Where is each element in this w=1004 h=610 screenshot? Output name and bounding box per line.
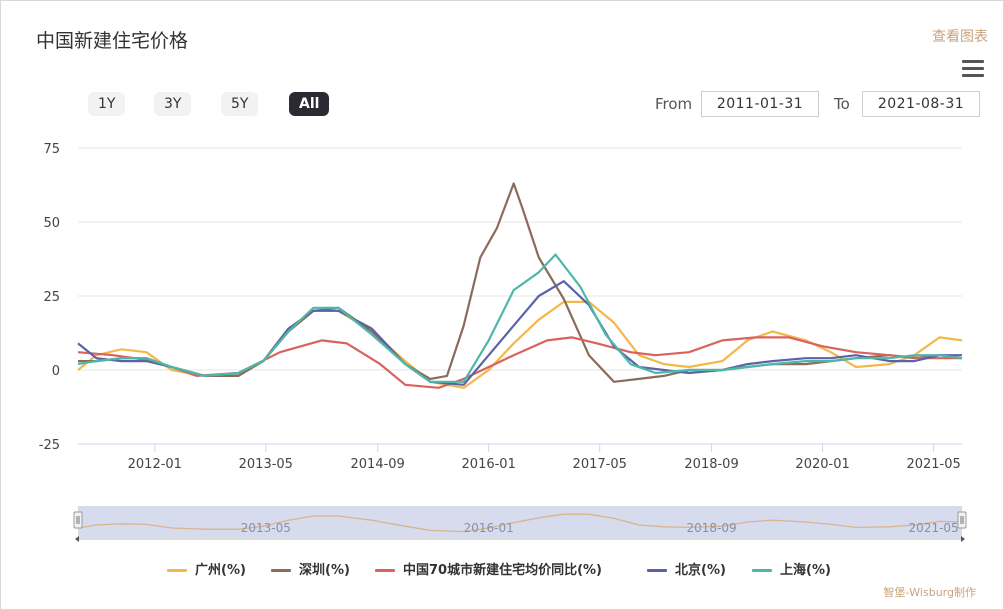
from-date-input[interactable]: 2011-01-31	[701, 91, 819, 117]
legend-item-4[interactable]: 北京(%)	[647, 559, 726, 578]
x-axis: 2012-01 2013-05 2014-09 2016-01 2017-05 2018-…	[78, 443, 962, 472]
x-tick-label: 2017-05	[573, 457, 627, 472]
grid-lines	[78, 147, 962, 445]
range-button-all[interactable]: All	[289, 92, 330, 116]
range-button-1y[interactable]: 1Y	[88, 92, 126, 116]
series-line-5	[77, 253, 963, 383]
navigator-label: 2021-05	[909, 521, 959, 535]
legend-item-3[interactable]: 中国70城市新建住宅均价同比(%)	[375, 559, 602, 578]
legend-swatch	[752, 569, 772, 572]
y-tick-label: 50	[43, 216, 60, 231]
plot-area	[77, 182, 963, 389]
series-line-2	[78, 182, 963, 383]
scroll-right-arrow-icon	[961, 536, 965, 542]
x-tick-label: 2012-01	[128, 457, 182, 472]
x-tick-label: 2014-09	[351, 457, 405, 472]
view-chart-link[interactable]: 查看图表	[932, 29, 988, 45]
y-tick-label: 75	[43, 142, 60, 157]
x-tick-label: 2021-05	[906, 457, 960, 472]
navigator-left-handle[interactable]	[73, 511, 83, 529]
legend-swatch	[271, 569, 291, 572]
x-tick-label: 2013-05	[239, 457, 293, 472]
navigator-label: 2013-05	[241, 521, 291, 535]
navigator-label: 2018-09	[687, 521, 737, 535]
navigator-series-line	[77, 513, 963, 533]
legend-item-1[interactable]: 广州(%)	[167, 559, 246, 578]
legend-label: 上海(%)	[780, 563, 831, 578]
series-line-4	[77, 280, 962, 386]
legend-label: 深圳(%)	[299, 563, 350, 578]
y-tick-label: 0	[52, 364, 60, 379]
hamburger-menu-icon[interactable]	[962, 60, 984, 78]
x-tick-label: 2016-01	[462, 457, 516, 472]
legend-item-2[interactable]: 深圳(%)	[271, 559, 350, 578]
legend-label: 北京(%)	[675, 563, 726, 578]
to-label: To	[834, 95, 850, 113]
x-tick-label: 2020-01	[795, 457, 849, 472]
legend-swatch	[167, 569, 187, 572]
from-label: From	[655, 95, 693, 113]
range-navigator[interactable]: 2013-05 2016-01 2018-09 2021-05	[73, 506, 967, 542]
navigator-right-handle[interactable]	[957, 511, 967, 529]
range-button-3y[interactable]: 3Y	[154, 92, 192, 116]
y-tick-label: -25	[39, 438, 60, 453]
legend-swatch	[375, 569, 395, 572]
y-axis: -25 0 25 50 75	[39, 142, 60, 453]
chart-title: 中国新建住宅价格	[36, 30, 189, 52]
y-tick-label: 25	[43, 290, 60, 305]
legend-label: 中国70城市新建住宅均价同比(%)	[403, 563, 602, 578]
legend-swatch	[647, 569, 667, 572]
series-line-3	[77, 336, 962, 389]
range-button-5y[interactable]: 5Y	[221, 92, 259, 116]
legend-item-5[interactable]: 上海(%)	[752, 559, 831, 578]
to-date-input[interactable]: 2021-08-31	[862, 91, 980, 117]
legend-label: 广州(%)	[195, 563, 246, 578]
x-tick-label: 2018-09	[684, 457, 738, 472]
navigator-label: 2016-01	[464, 521, 514, 535]
scroll-left-arrow-icon	[75, 536, 79, 542]
credit-text: 智堡-Wisburg制作	[883, 586, 976, 599]
